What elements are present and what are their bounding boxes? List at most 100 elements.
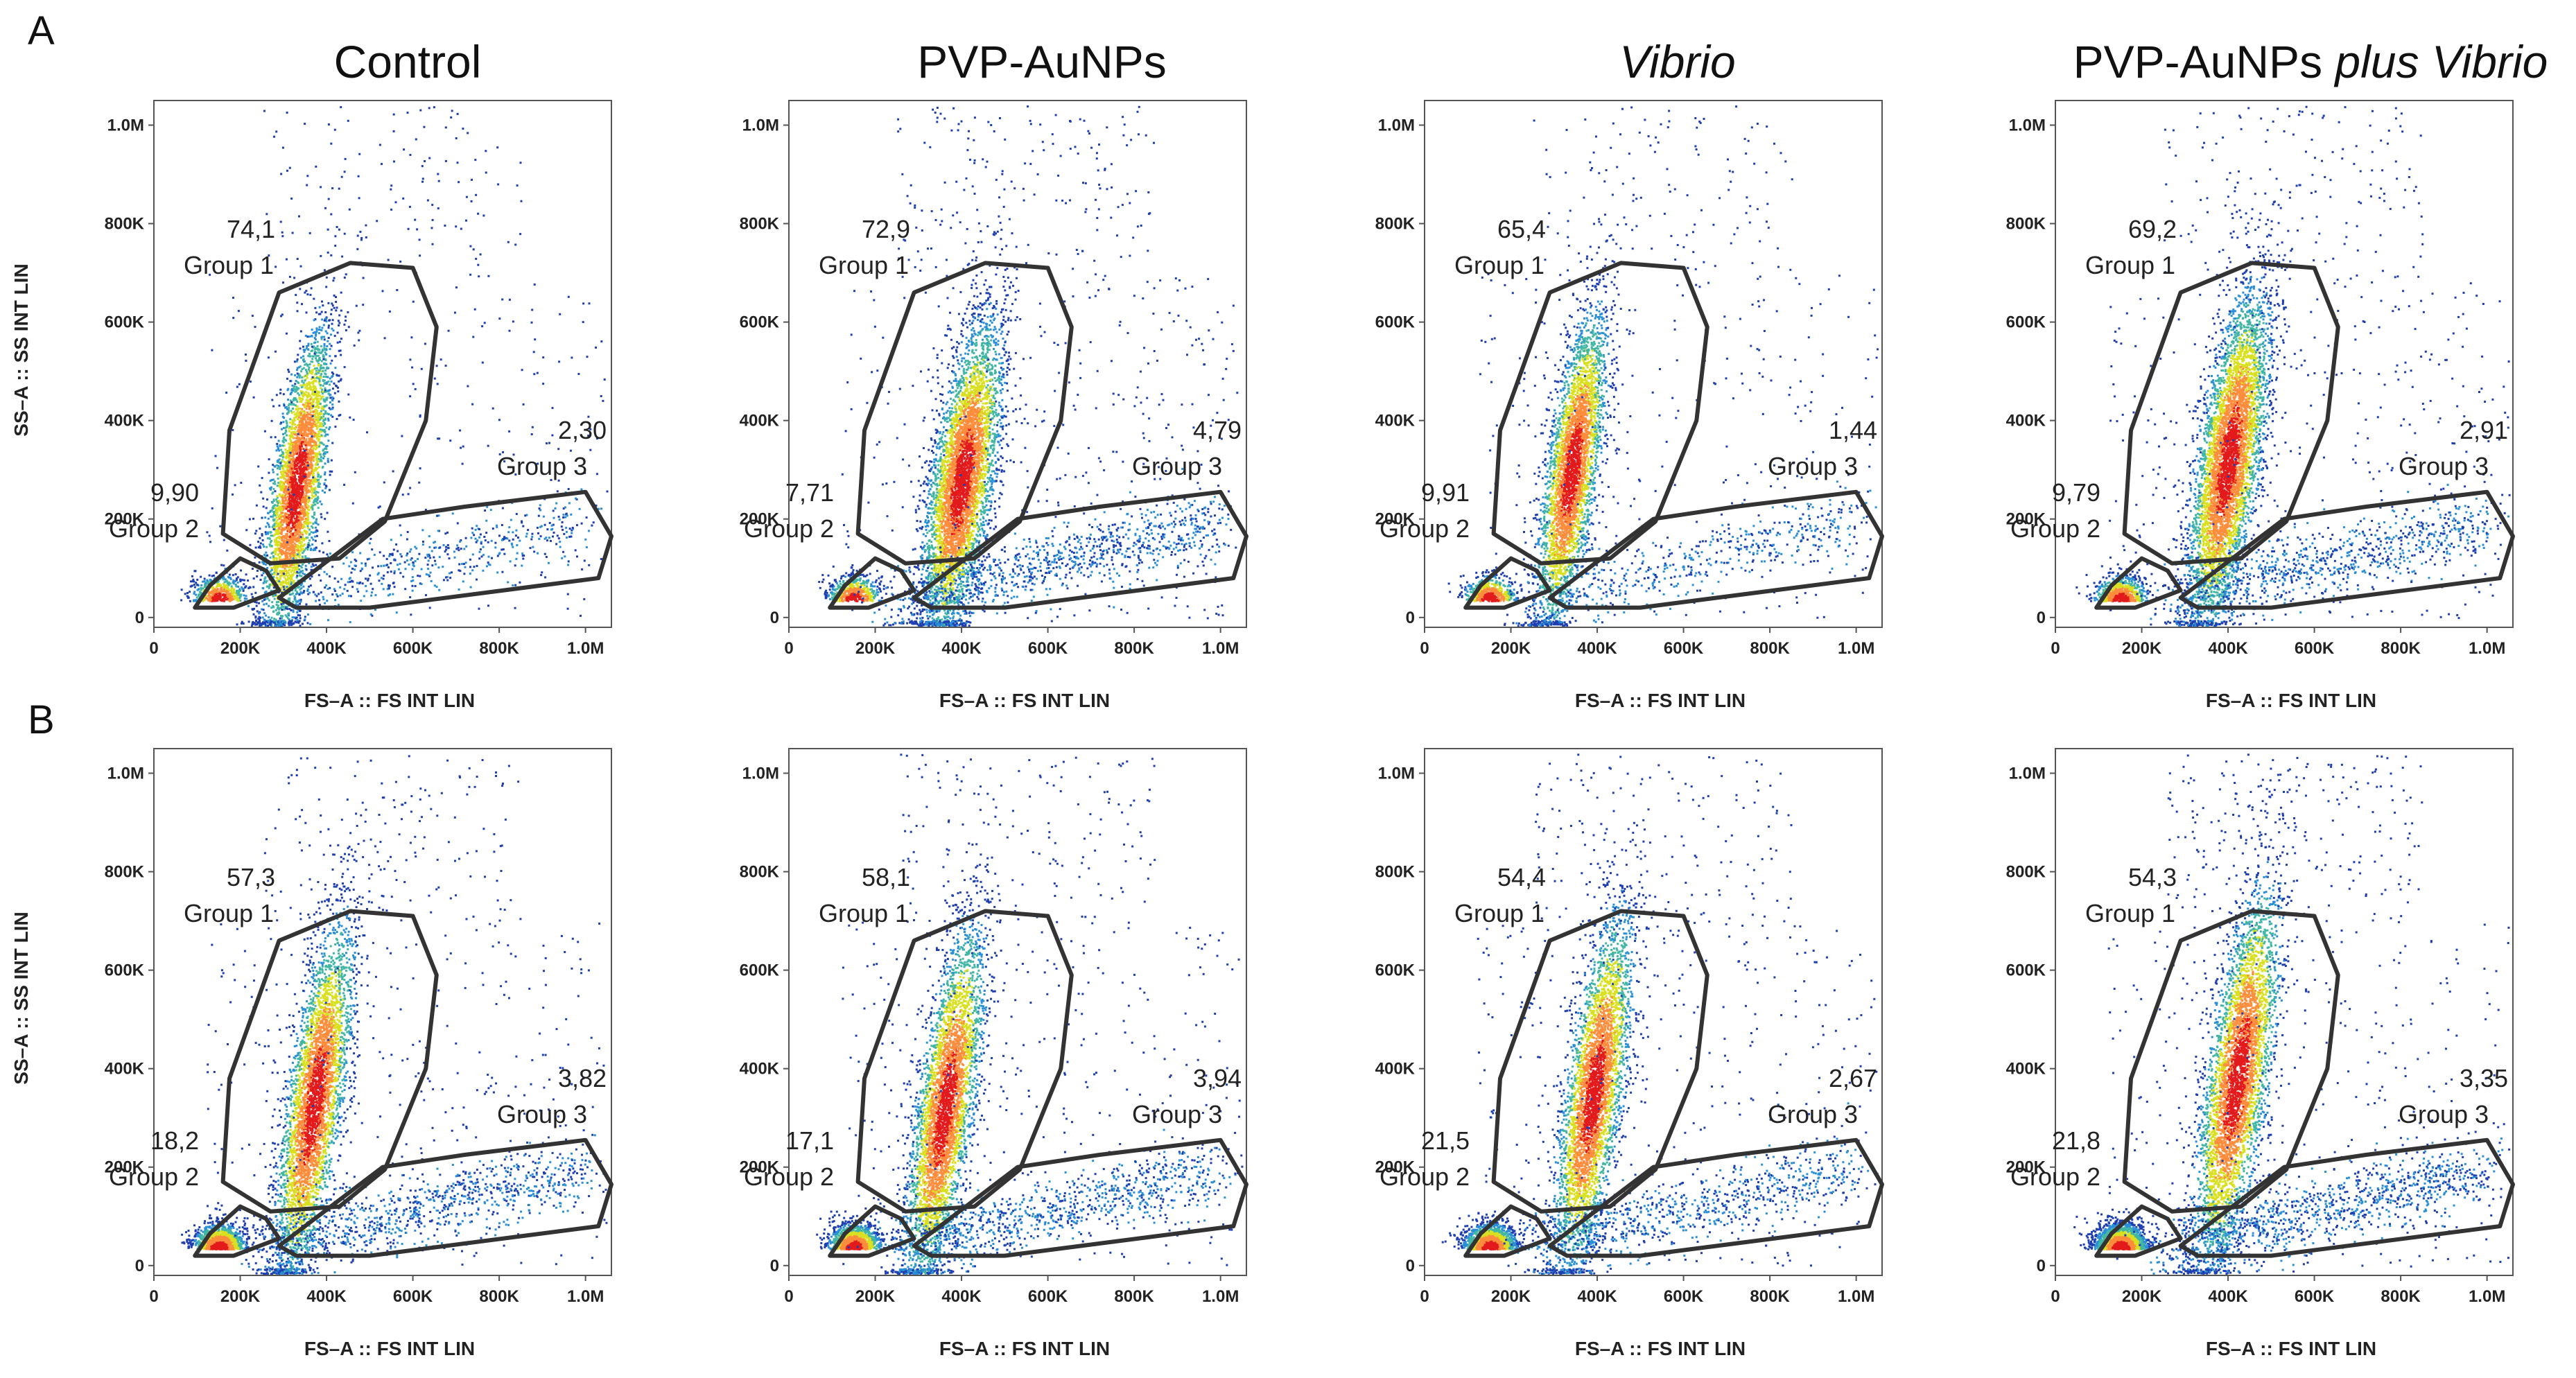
- plot-b-2: 0 200K 400K 600K 800K 1.0M 0 200K 400K 600K 800K 1.…: [740, 748, 1248, 1359]
- y-tick-label: 800K: [740, 863, 780, 882]
- scatter-points: [181, 755, 608, 1275]
- gate-name-2: Group 2: [1380, 514, 1470, 543]
- y-tick-label: 200K: [105, 1158, 145, 1177]
- gate-name-2: Group 2: [2010, 1162, 2100, 1191]
- gate-name-3: Group 3: [2399, 452, 2489, 480]
- gate-name-3: Group 3: [1768, 1100, 1858, 1128]
- y-tick-label: 0: [1406, 1257, 1415, 1275]
- y-tick-label: 1.0M: [1378, 116, 1415, 135]
- y-tick-label: 0: [135, 1257, 144, 1275]
- gate-percent-1: 58,1: [862, 863, 910, 891]
- y-tick-label: 800K: [105, 863, 145, 882]
- x-tick-label: 0: [2051, 1287, 2060, 1306]
- x-axis-label: FS–A :: FS INT LIN: [304, 690, 475, 711]
- x-tick-label: 800K: [1114, 639, 1154, 658]
- gate-name-3: Group 3: [497, 452, 587, 480]
- gate-percent-2: 21,8: [2052, 1126, 2100, 1155]
- x-tick-label: 800K: [479, 639, 519, 658]
- x-tick-label: 1.0M: [2469, 1287, 2505, 1306]
- gate-group2: [2094, 556, 2183, 610]
- column-title-1: Control: [334, 36, 482, 87]
- gate-percent-2: 9,91: [1421, 478, 1470, 507]
- x-tick-label: 0: [784, 1287, 793, 1306]
- plot-frame: [1424, 100, 1883, 628]
- x-tick-label: 1.0M: [567, 639, 604, 658]
- y-tick-label: 600K: [1375, 313, 1416, 332]
- gate-group2: [828, 556, 916, 610]
- x-tick-label: 200K: [2122, 1287, 2162, 1306]
- scatter-points: [1447, 105, 1879, 627]
- x-tick-label: 200K: [1491, 639, 1531, 658]
- y-tick-label: 800K: [1375, 215, 1416, 234]
- x-tick-label: 0: [784, 639, 793, 658]
- scatter-points: [1441, 753, 1879, 1275]
- gate-percent-1: 72,9: [862, 215, 910, 243]
- y-tick-label: 600K: [105, 313, 145, 332]
- plot-b-1: 0 200K 400K 600K 800K 1.0M 0 200K 400K 600K 800K 1.…: [10, 748, 613, 1359]
- x-axis-label: FS–A :: FS INT LIN: [2206, 690, 2376, 711]
- y-tick-label: 1.0M: [2009, 765, 2046, 783]
- column-title-4-part-2: plus Vibrio: [2333, 36, 2548, 87]
- gate-percent-2: 9,90: [150, 478, 199, 507]
- gate-percent-2: 17,1: [785, 1126, 834, 1155]
- column-title-4: PVP-AuNPs plus Vibrio: [2073, 36, 2548, 87]
- y-tick-label: 800K: [105, 215, 145, 234]
- gate-percent-2: 21,5: [1421, 1126, 1470, 1155]
- y-tick-label: 200K: [740, 510, 780, 529]
- gate-name-2: Group 2: [109, 514, 199, 543]
- plot-frame: [788, 100, 1247, 628]
- y-tick-label: 0: [135, 609, 144, 627]
- gate-group2: [828, 1204, 916, 1258]
- x-axis-label: FS–A :: FS INT LIN: [304, 1338, 475, 1359]
- y-tick-label: 400K: [105, 1060, 145, 1079]
- y-tick-label: 800K: [740, 215, 780, 234]
- x-tick-label: 0: [2051, 639, 2060, 658]
- gate-group1: [855, 261, 1074, 566]
- x-tick-label: 400K: [2208, 1287, 2248, 1306]
- x-tick-label: 800K: [1750, 639, 1790, 658]
- gate-percent-2: 18,2: [150, 1126, 199, 1155]
- x-tick-label: 400K: [1577, 1287, 1617, 1306]
- y-tick-label: 400K: [1375, 1060, 1416, 1079]
- gate-percent-3: 1,44: [1829, 416, 1877, 444]
- y-tick-label: 200K: [105, 510, 145, 529]
- gate-percent-1: 74,1: [227, 215, 275, 243]
- plot-a-2: 0 200K 400K 600K 800K 1.0M 0 200K 400K 600K 800K 1.…: [740, 100, 1248, 711]
- x-tick-label: 200K: [855, 639, 896, 658]
- gate-percent-1: 54,4: [1497, 863, 1546, 891]
- y-tick-label: 1.0M: [107, 765, 144, 783]
- gate-group3: [277, 489, 613, 610]
- x-tick-label: 1.0M: [1202, 1287, 1239, 1306]
- gate-name-2: Group 2: [744, 1162, 834, 1191]
- gate-group3: [912, 489, 1248, 610]
- gate-name-2: Group 2: [109, 1162, 199, 1191]
- gate-group1: [855, 909, 1074, 1214]
- gate-percent-2: 9,79: [2052, 478, 2100, 507]
- x-tick-label: 600K: [393, 1287, 433, 1306]
- x-tick-label: 600K: [1028, 1287, 1068, 1306]
- gate-group3: [2178, 489, 2515, 610]
- gate-percent-1: 54,3: [2128, 863, 2177, 891]
- plot-frame: [153, 748, 612, 1276]
- plot-frame: [2055, 748, 2514, 1276]
- column-title-3-part-1: Vibrio: [1619, 36, 1736, 87]
- panel-label-a: A: [28, 8, 55, 53]
- x-tick-label: 1.0M: [567, 1287, 604, 1306]
- y-tick-label: 600K: [740, 313, 780, 332]
- x-tick-label: 1.0M: [2469, 639, 2505, 658]
- x-tick-label: 400K: [941, 639, 982, 658]
- y-tick-label: 0: [770, 609, 779, 627]
- panel-label-b: B: [28, 697, 55, 742]
- gate-group1: [220, 261, 439, 566]
- x-tick-label: 200K: [1491, 1287, 1531, 1306]
- x-axis-label: FS–A :: FS INT LIN: [2206, 1338, 2376, 1359]
- y-axis-label: SS–A :: SS INT LIN: [10, 263, 32, 436]
- gate-group2: [2094, 1204, 2183, 1258]
- y-tick-label: 200K: [1375, 510, 1416, 529]
- x-tick-label: 0: [1420, 1287, 1429, 1306]
- gate-name-1: Group 1: [184, 251, 274, 279]
- x-tick-label: 200K: [855, 1287, 896, 1306]
- y-tick-label: 400K: [1375, 412, 1416, 430]
- y-tick-label: 600K: [105, 961, 145, 980]
